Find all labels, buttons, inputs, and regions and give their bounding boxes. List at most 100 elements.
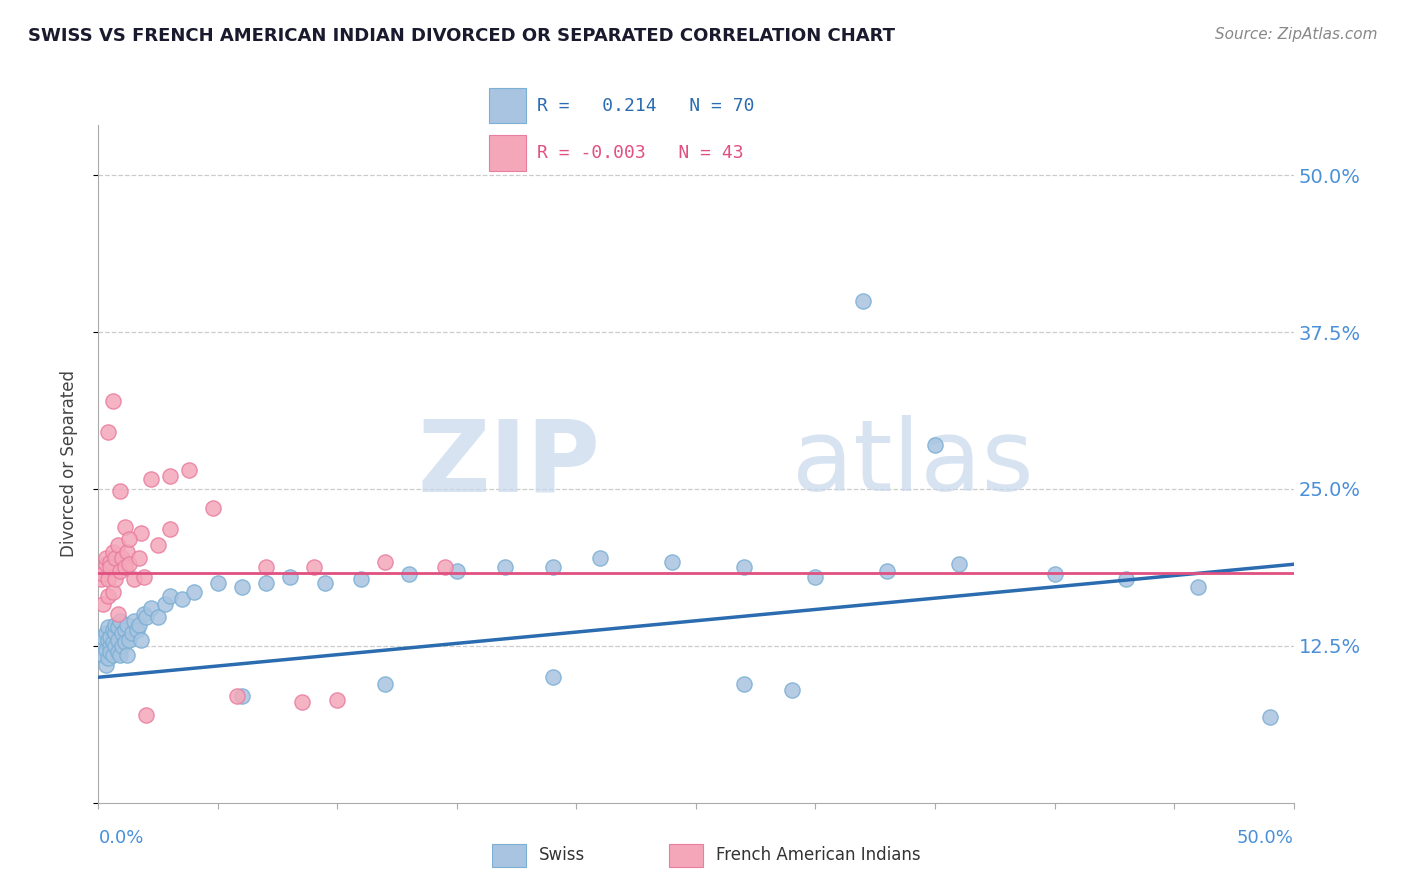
- Point: [374, 676, 396, 690]
- Point: [104, 617, 127, 632]
- Point: [139, 472, 162, 486]
- Point: [94, 642, 117, 657]
- Text: SWISS VS FRENCH AMERICAN INDIAN DIVORCED OR SEPARATED CORRELATION CHART: SWISS VS FRENCH AMERICAN INDIAN DIVORCED…: [28, 27, 896, 45]
- Point: [97, 425, 120, 440]
- Point: [302, 559, 325, 574]
- Point: [104, 551, 127, 566]
- Point: [433, 559, 456, 574]
- Point: [118, 558, 141, 572]
- Point: [108, 648, 131, 662]
- Point: [446, 564, 468, 578]
- Point: [115, 648, 138, 662]
- Point: [541, 559, 564, 574]
- Y-axis label: Divorced or Separated: Divorced or Separated: [59, 370, 77, 558]
- Point: [98, 645, 122, 659]
- Point: [98, 630, 122, 644]
- Point: [97, 589, 120, 603]
- Point: [101, 585, 124, 599]
- Point: [155, 598, 177, 612]
- Point: [733, 559, 755, 574]
- Text: R = -0.003   N = 43: R = -0.003 N = 43: [537, 144, 744, 161]
- Point: [733, 676, 755, 690]
- Text: atlas: atlas: [792, 416, 1033, 512]
- Point: [114, 623, 136, 637]
- Point: [780, 682, 803, 697]
- Point: [94, 657, 117, 672]
- Point: [135, 707, 157, 722]
- Point: [108, 614, 131, 628]
- Point: [1115, 572, 1137, 586]
- Point: [90, 572, 112, 586]
- FancyBboxPatch shape: [489, 136, 526, 170]
- Point: [183, 585, 205, 599]
- FancyBboxPatch shape: [489, 88, 526, 123]
- Point: [207, 576, 229, 591]
- Point: [159, 522, 181, 536]
- Point: [108, 484, 131, 499]
- Point: [91, 598, 114, 612]
- Point: [118, 532, 141, 546]
- Point: [148, 538, 170, 552]
- Text: French American Indians: French American Indians: [716, 847, 921, 864]
- Point: [104, 572, 127, 586]
- Point: [98, 555, 122, 569]
- Point: [114, 635, 136, 649]
- Text: 0.0%: 0.0%: [98, 829, 143, 847]
- Point: [494, 559, 516, 574]
- Point: [132, 607, 155, 622]
- Point: [97, 651, 120, 665]
- Point: [91, 630, 114, 644]
- Text: ZIP: ZIP: [418, 416, 600, 512]
- Point: [97, 620, 120, 634]
- Point: [101, 635, 124, 649]
- Point: [148, 610, 170, 624]
- Point: [125, 623, 148, 637]
- Point: [91, 648, 114, 662]
- Point: [589, 551, 612, 566]
- Point: [118, 632, 141, 647]
- Point: [114, 559, 136, 574]
- Point: [94, 626, 117, 640]
- Point: [104, 639, 127, 653]
- Point: [124, 572, 146, 586]
- Point: [97, 632, 120, 647]
- Point: [1043, 567, 1066, 582]
- Point: [98, 559, 122, 574]
- Point: [1258, 710, 1281, 724]
- Point: [115, 545, 138, 559]
- Point: [291, 695, 314, 709]
- Point: [101, 394, 124, 409]
- Text: Source: ZipAtlas.com: Source: ZipAtlas.com: [1215, 27, 1378, 42]
- Point: [804, 570, 827, 584]
- Text: 50.0%: 50.0%: [1237, 829, 1294, 847]
- Point: [131, 632, 153, 647]
- Point: [226, 689, 249, 703]
- Point: [107, 632, 129, 647]
- Point: [876, 564, 898, 578]
- Point: [114, 519, 136, 533]
- Point: [315, 576, 337, 591]
- Point: [107, 645, 129, 659]
- Point: [98, 639, 122, 653]
- Point: [231, 580, 253, 594]
- Point: [90, 635, 112, 649]
- Point: [924, 438, 946, 452]
- Point: [111, 626, 134, 640]
- Point: [101, 545, 124, 559]
- Point: [101, 648, 124, 662]
- Point: [111, 551, 134, 566]
- Point: [107, 538, 129, 552]
- Point: [541, 670, 564, 684]
- Point: [128, 551, 150, 566]
- Point: [326, 693, 349, 707]
- Point: [115, 617, 138, 632]
- Point: [101, 623, 124, 637]
- Point: [94, 551, 117, 566]
- Point: [172, 592, 194, 607]
- Point: [132, 570, 155, 584]
- Point: [135, 610, 157, 624]
- Point: [124, 614, 146, 628]
- Point: [107, 607, 129, 622]
- Text: R =   0.214   N = 70: R = 0.214 N = 70: [537, 97, 754, 115]
- Bar: [492, 844, 526, 867]
